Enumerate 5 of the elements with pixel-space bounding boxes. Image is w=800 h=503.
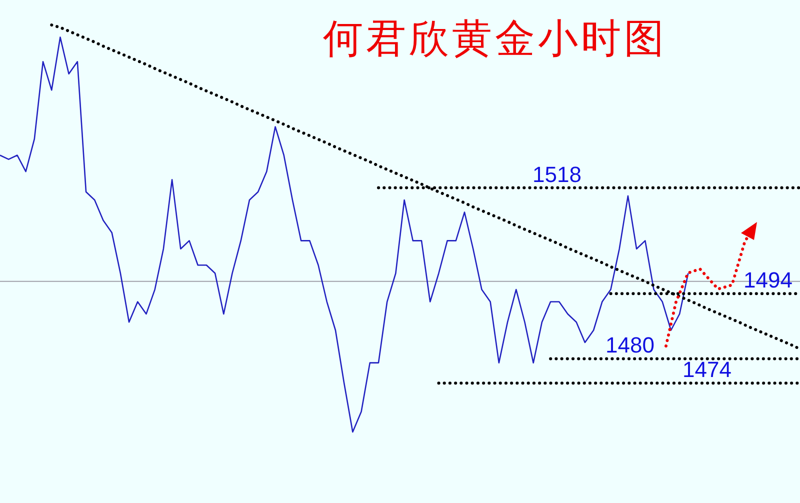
annotation: 1480	[606, 332, 654, 358]
annotation: 1518	[532, 162, 582, 187]
annotation: 1494	[744, 268, 792, 293]
chart-title: 何君欣黄金小时图	[323, 16, 667, 62]
annotation: 1474	[682, 357, 732, 382]
